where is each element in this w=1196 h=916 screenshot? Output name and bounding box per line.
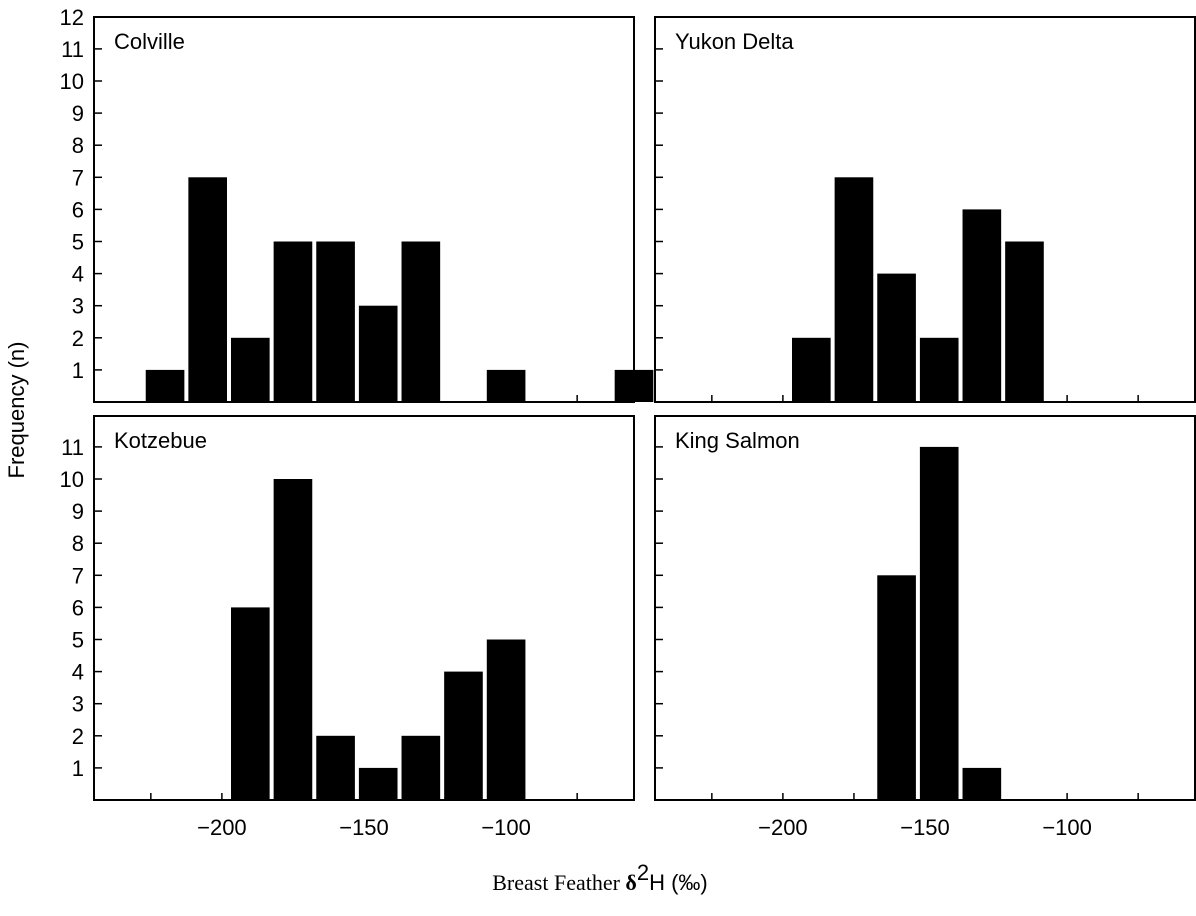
histogram-bar [614, 369, 654, 402]
x-tick-label: −200 [197, 815, 247, 840]
histogram-bar [877, 575, 916, 800]
histogram-bar [188, 177, 227, 402]
panel-title: King Salmon [675, 428, 800, 453]
panel-king-salmon: −200 −150 −100 King Salmon [654, 415, 1196, 840]
x-axis-title-prefix: Breast Feather [492, 870, 625, 895]
y-tick-label: 9 [72, 101, 84, 126]
x-tick-label: −150 [339, 815, 389, 840]
x-axis-title: Breast Feather δ2H (‰) [492, 860, 708, 895]
histogram-bar [962, 209, 1002, 402]
histogram-bar [316, 241, 355, 402]
histogram-bar [273, 479, 313, 800]
histogram-bar [231, 607, 270, 800]
y-tick-label: 1 [72, 756, 84, 781]
histogram-bar [401, 735, 441, 800]
y-tick-label: 4 [72, 262, 84, 287]
histogram-bar [877, 273, 916, 402]
y-tick-label: 11 [61, 435, 84, 460]
histogram-bar [834, 177, 874, 402]
y-tick-label: 11 [61, 37, 84, 62]
y-tick-label: 4 [72, 660, 84, 685]
y-tick-label: 12 [60, 5, 84, 30]
y-tick-label: 5 [72, 230, 84, 255]
x-tick-label: −100 [1042, 815, 1092, 840]
y-tick-label: 3 [72, 294, 84, 319]
y-tick-label: 7 [72, 563, 84, 588]
histogram-bar [919, 337, 959, 402]
histogram-bar [231, 337, 270, 402]
y-tick-label: 2 [72, 724, 84, 749]
histogram-bar [358, 767, 398, 800]
panel-title: Kotzebue [114, 428, 207, 453]
histogram-bar [962, 767, 1002, 800]
x-axis-title-suffix: H (‰) [649, 870, 708, 895]
x-axis-title-delta: δ [625, 870, 636, 895]
panel-yukon-delta: Yukon Delta [654, 16, 1196, 403]
panel-frame [93, 415, 635, 801]
y-tick-label: 5 [72, 628, 84, 653]
x-axis-title-superscript: 2 [637, 860, 649, 885]
panel-title: Colville [114, 29, 185, 54]
histogram-bar [919, 446, 959, 800]
panel-title: Yukon Delta [675, 29, 794, 54]
histogram-bar [316, 735, 355, 800]
y-tick-label: 3 [72, 692, 84, 717]
x-tick-label: −200 [758, 815, 808, 840]
histogram-bar [358, 305, 398, 402]
histogram-bar [401, 241, 441, 402]
panel-kotzebue: 1 2 3 4 5 6 7 8 9 10 11 −200 −150 −100 Kotzebue [60, 415, 635, 840]
histogram-bar [486, 639, 526, 800]
y-axis-title: Frequency (n) [4, 342, 29, 479]
y-tick-label: 10 [60, 467, 84, 492]
y-tick-label: 2 [72, 326, 84, 351]
histogram-bar [792, 337, 831, 402]
y-tick-label: 10 [60, 69, 84, 94]
x-tick-label: −150 [900, 815, 950, 840]
y-tick-label: 6 [72, 595, 84, 620]
y-tick-label: 7 [72, 165, 84, 190]
x-tick-label: −100 [481, 815, 531, 840]
y-tick-label: 8 [72, 531, 84, 556]
histogram-bar [444, 671, 483, 800]
y-tick-label: 6 [72, 197, 84, 222]
histogram-bar [1005, 241, 1044, 402]
histogram-bar [145, 369, 185, 402]
histogram-bar [273, 241, 313, 402]
y-tick-label: 9 [72, 499, 84, 524]
y-tick-label: 1 [72, 358, 84, 383]
y-tick-label: 8 [72, 133, 84, 158]
